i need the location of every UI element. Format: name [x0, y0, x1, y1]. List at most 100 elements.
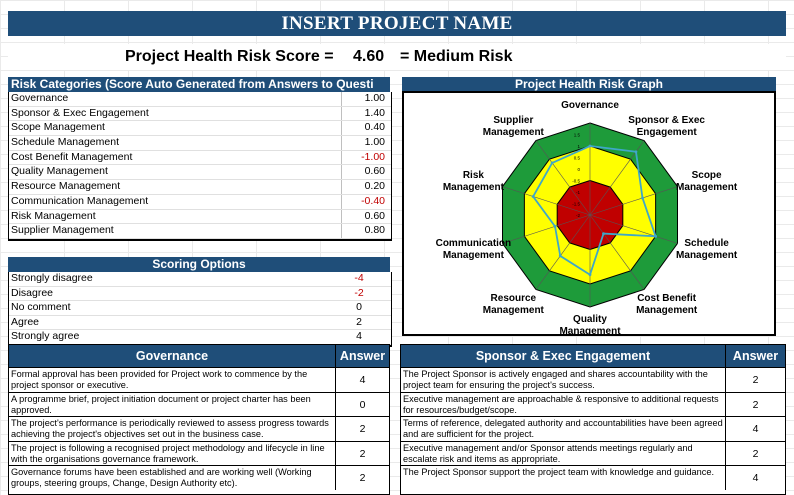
table-row[interactable]: Quality Management 0.60: [9, 165, 391, 181]
table-row: Terms of reference, delegated authority …: [401, 416, 785, 441]
table-row[interactable]: Sponsor & Exec Engagement 1.40: [9, 106, 391, 122]
sponsor-answer-header: Answer: [725, 345, 785, 367]
answer-cell[interactable]: 4: [335, 368, 389, 392]
axis-spoke: [535, 140, 591, 216]
table-row[interactable]: Risk Management 0.60: [9, 209, 391, 225]
score-value[interactable]: 4.60: [353, 48, 385, 65]
answer-cell[interactable]: 4: [725, 466, 785, 490]
category-label: Supplier Management: [11, 224, 114, 237]
table-row: Executive management and/or Sponsor atte…: [401, 440, 785, 466]
scoring-options-table: Strongly disagree -4 Disagree -2 No commen…: [8, 272, 392, 347]
table-row[interactable]: Schedule Management 1.00: [9, 136, 391, 151]
table-row: The Project Sponsor support the project …: [401, 465, 785, 490]
question-text: Formal approval has been provided for Pr…: [11, 369, 308, 390]
option-value: -4: [354, 272, 364, 284]
question-text: A programme brief, project initiation do…: [11, 393, 311, 415]
table-row: The project's performance is periodicall…: [9, 416, 389, 441]
table-row[interactable]: Resource Management 0.20: [9, 180, 391, 195]
table-row[interactable]: Strongly agree 4: [9, 330, 391, 345]
project-title[interactable]: INSERT PROJECT NAME: [8, 11, 786, 36]
axis-label: Cost Benefit Management: [636, 293, 698, 316]
axis-spoke: [502, 214, 591, 244]
table-row: Governance forums have been established …: [9, 465, 389, 490]
axis-label: Risk Management: [443, 170, 505, 193]
question-text: Terms of reference, delegated authority …: [403, 418, 723, 440]
question-text: Governance forums have been established …: [11, 467, 312, 489]
answer-cell[interactable]: 0: [335, 392, 389, 417]
category-score: 0.60: [364, 165, 385, 178]
answer-cell[interactable]: 2: [335, 441, 389, 466]
axis-spoke: [589, 140, 645, 216]
answer-cell[interactable]: 4: [725, 417, 785, 441]
value-cell: [341, 194, 390, 209]
table-row[interactable]: Scope Management 0.40: [9, 121, 391, 137]
table-row: The Project Sponsor is actively engaged …: [401, 367, 785, 392]
score-point: [553, 224, 557, 228]
scoring-options-header: Scoring Options: [8, 257, 390, 272]
axis-spoke: [589, 214, 678, 244]
risk-categories-header: Risk Categories (Score Auto Generated fr…: [8, 77, 390, 92]
category-label: Quality Management: [11, 165, 108, 178]
value-cell: [341, 165, 390, 180]
table-row[interactable]: Cost Benefit Management -1.00: [9, 150, 391, 166]
tick-label: 1: [577, 144, 580, 149]
table-row: The project is following a recognised pr…: [9, 440, 389, 466]
axis-label: Schedule Management: [676, 238, 738, 261]
value-cell: [341, 121, 390, 136]
score-point: [641, 196, 644, 200]
value-cell: [341, 92, 390, 106]
category-label: Sponsor & Exec Engagement: [11, 106, 149, 119]
score-point: [550, 161, 554, 165]
question-text: The Project Sponsor support the project …: [403, 467, 715, 478]
governance-table: Governance Answer Formal approval has be…: [8, 344, 390, 495]
axis-spoke: [535, 214, 591, 290]
category-label: Risk Management: [11, 209, 96, 222]
category-score: 1.00: [364, 136, 385, 149]
answer-cell[interactable]: 2: [335, 466, 389, 490]
table-row[interactable]: Disagree -2: [9, 287, 391, 302]
score-point: [558, 254, 562, 258]
question-text: The project is following a recognised pr…: [11, 442, 325, 464]
category-score: 0.60: [364, 209, 385, 222]
category-score: 1.40: [364, 106, 385, 119]
option-value: 0: [356, 301, 362, 314]
table-row: Formal approval has been provided for Pr…: [9, 367, 389, 392]
answer-cell[interactable]: 2: [725, 368, 785, 392]
category-score: 0.40: [364, 121, 385, 134]
value-cell: [341, 150, 390, 165]
option-label: Agree: [11, 315, 40, 328]
table-row[interactable]: Supplier Management 0.80: [9, 224, 391, 239]
table-row[interactable]: Agree 2: [9, 316, 391, 331]
value-cell: [341, 106, 390, 121]
table-row[interactable]: Governance 1.00: [9, 92, 391, 107]
category-label: Scope Management: [11, 121, 105, 134]
category-label: Governance: [11, 92, 69, 104]
health-score-row: Project Health Risk Score = 4.60 = Mediu…: [8, 44, 786, 70]
answer-cell[interactable]: 2: [725, 441, 785, 466]
table-row[interactable]: Strongly disagree -4: [9, 272, 391, 287]
table-row: Executive management are approachable & …: [401, 391, 785, 417]
option-label: Disagree: [11, 286, 54, 299]
question-text: The project's performance is periodicall…: [11, 418, 329, 440]
sponsor-table: Sponsor & Exec Engagement Answer The Pro…: [400, 344, 786, 495]
answer-cell[interactable]: 2: [335, 417, 389, 441]
governance-answer-header: Answer: [335, 345, 389, 367]
table-row[interactable]: Communication Management -0.40: [9, 194, 391, 210]
value-cell: [341, 136, 390, 150]
tick-label: -1: [576, 190, 580, 195]
score-point: [634, 150, 638, 154]
answer-cell[interactable]: 2: [725, 392, 785, 417]
radar-svg: 1.5 1 0.5 0 -0.5 -1 -1.5 -2 Governance Sponsor & …: [436, 100, 738, 334]
governance-header: Governance: [9, 345, 335, 367]
axis-label: Supplier Management: [483, 115, 545, 138]
option-value: 2: [356, 315, 362, 328]
axis-spoke: [502, 186, 591, 216]
category-label: Cost Benefit Management: [11, 150, 133, 163]
question-text: Executive management are approachable & …: [403, 393, 719, 415]
table-row: A programme brief, project initiation do…: [9, 391, 389, 417]
risk-radar-chart[interactable]: 1.5 1 0.5 0 -0.5 -1 -1.5 -2 Governance Sponsor & …: [402, 91, 776, 336]
table-row[interactable]: No comment 0: [9, 301, 391, 316]
tick-label: 0: [577, 167, 580, 172]
axis-spoke: [589, 186, 678, 216]
question-text: Executive management and/or Sponsor atte…: [403, 442, 693, 464]
